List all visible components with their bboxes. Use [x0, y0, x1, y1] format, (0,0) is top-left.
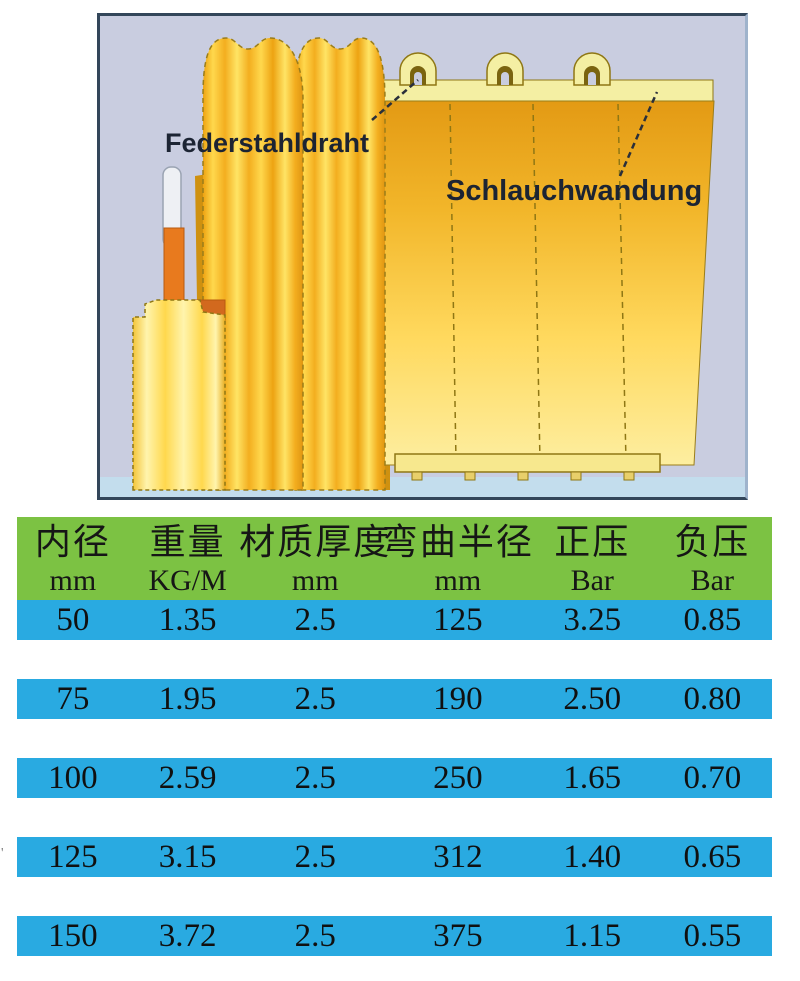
cell-negative-pressure: 0.85 [683, 601, 742, 638]
hose-wall [377, 100, 715, 466]
cell-bend-radius: 312 [433, 838, 483, 875]
cell-positive-pressure: 1.65 [563, 759, 622, 796]
cell-inner-diameter: 75 [56, 680, 90, 717]
flange-tooth [464, 471, 476, 481]
cell-bend-radius: 375 [433, 917, 483, 954]
cell-positive-pressure: 2.50 [563, 680, 622, 717]
cell-inner-diameter: 100 [48, 759, 98, 796]
cell-negative-pressure: 0.80 [683, 680, 742, 717]
cell-bend-radius: 190 [433, 680, 483, 717]
table-row: 100 2.59 2.5 250 1.65 0.70 [17, 758, 772, 798]
product-illustration: Federstahldraht Schlauchwandung [97, 13, 748, 500]
corrugation-arch-rear [294, 37, 386, 491]
cell-inner-diameter: 150 [48, 917, 98, 954]
header-inner-diameter: 内径 mm [17, 520, 129, 598]
header-unit: mm [291, 563, 339, 597]
flange-tooth [570, 471, 582, 481]
cell-weight: 1.95 [158, 680, 217, 717]
cell-weight: 2.59 [158, 759, 217, 796]
cell-negative-pressure: 0.55 [683, 917, 742, 954]
wire-loops [399, 52, 611, 86]
header-unit: mm [434, 563, 482, 597]
flange-tooth [411, 471, 423, 481]
cell-inner-diameter: 50 [56, 601, 90, 638]
federstahldraht-pointer-line [371, 79, 419, 121]
cell-positive-pressure: 1.40 [563, 838, 622, 875]
cell-positive-pressure: 1.15 [563, 917, 622, 954]
spec-table: 内径 mm 重量 KG/M 材质厚度 mm 弯曲半径 mm 正压 Bar 负压 … [17, 517, 772, 956]
header-unit: Bar [690, 563, 734, 597]
header-bend-radius: 弯曲半径 mm [381, 520, 534, 598]
small-corrugated-tube [132, 299, 226, 491]
header-label: 弯曲半径 [381, 521, 534, 562]
header-label: 负压 [674, 521, 751, 562]
table-row: 50 1.35 2.5 125 3.25 0.85 [17, 600, 772, 640]
wall-seam-line [449, 103, 457, 463]
cell-weight: 3.72 [158, 917, 217, 954]
table-row: 125 3.15 2.5 312 1.40 0.65 [17, 837, 772, 877]
federstahldraht-label: Federstahldraht [165, 128, 369, 158]
stray-mark: ' [1, 846, 4, 861]
wall-seam-line [532, 103, 541, 463]
hose-diagram: Federstahldraht Schlauchwandung [100, 16, 745, 497]
cell-weight: 3.15 [158, 838, 217, 875]
header-label: 重量 [149, 521, 226, 562]
cell-inner-diameter: 125 [48, 838, 98, 875]
header-label: 正压 [554, 521, 631, 562]
header-label: 材质厚度 [239, 521, 392, 562]
cell-negative-pressure: 0.65 [683, 838, 742, 875]
cell-material-thickness: 2.5 [294, 680, 336, 717]
header-unit: KG/M [148, 563, 227, 597]
table-header-row: 内径 mm 重量 KG/M 材质厚度 mm 弯曲半径 mm 正压 Bar 负压 … [17, 517, 772, 600]
header-positive-pressure: 正压 Bar [532, 520, 653, 598]
cell-bend-radius: 250 [433, 759, 483, 796]
header-weight: 重量 KG/M [129, 520, 247, 598]
flange-tooth [517, 471, 529, 481]
table-row: 75 1.95 2.5 190 2.50 0.80 [17, 679, 772, 719]
corrugation-arch-front [202, 37, 304, 491]
header-material-thickness: 材质厚度 mm [239, 520, 389, 598]
hose-flange [394, 453, 661, 473]
wall-seam-line [617, 103, 627, 463]
flange-tooth [623, 471, 635, 481]
header-negative-pressure: 负压 Bar [653, 520, 772, 598]
cell-bend-radius: 125 [433, 601, 483, 638]
cell-weight: 1.35 [158, 601, 217, 638]
cell-positive-pressure: 3.25 [563, 601, 622, 638]
header-unit: mm [49, 563, 97, 597]
schlauchwandung-pointer-line [618, 91, 659, 177]
cell-negative-pressure: 0.70 [683, 759, 742, 796]
header-label: 内径 [34, 521, 111, 562]
table-row: 150 3.72 2.5 375 1.15 0.55 [17, 916, 772, 956]
cell-material-thickness: 2.5 [294, 917, 336, 954]
header-unit: Bar [570, 563, 614, 597]
cell-material-thickness: 2.5 [294, 601, 336, 638]
schlauchwandung-label: Schlauchwandung [446, 175, 702, 207]
cell-material-thickness: 2.5 [294, 759, 336, 796]
cell-material-thickness: 2.5 [294, 838, 336, 875]
